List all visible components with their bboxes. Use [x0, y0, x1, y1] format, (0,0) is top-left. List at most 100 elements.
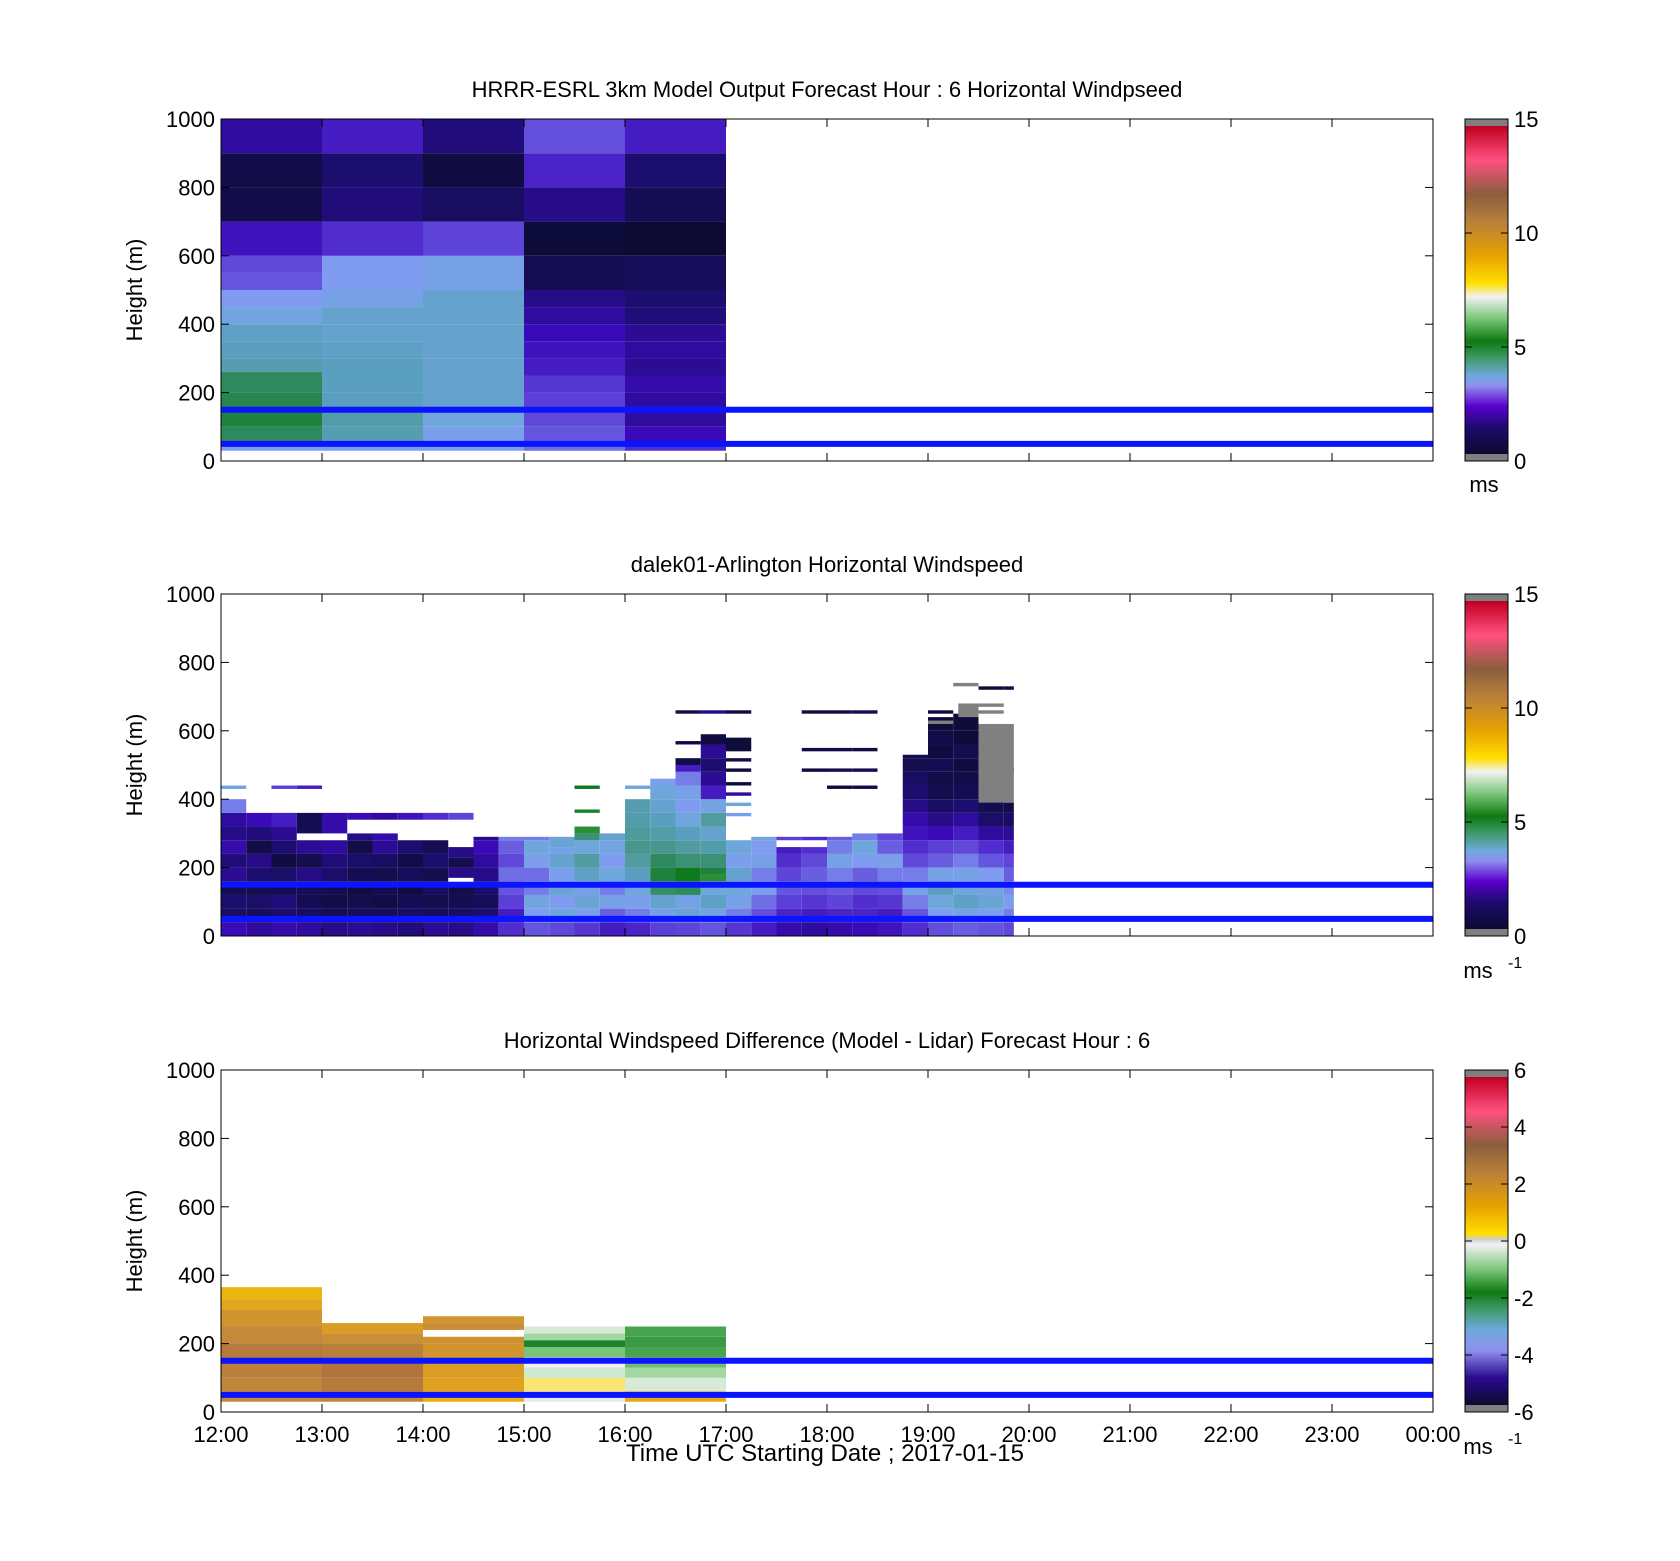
- heatmap-cell: [296, 853, 322, 868]
- heatmap-cell: [978, 867, 1004, 882]
- heatmap-cell: [625, 1347, 726, 1358]
- heatmap-cell: [347, 812, 373, 820]
- heatmap-cell: [423, 1316, 524, 1324]
- heatmap-cell: [246, 922, 272, 936]
- heatmap-cell: [221, 1326, 322, 1344]
- heatmap-cell: [423, 187, 524, 222]
- heatmap-cell-missing: [958, 703, 979, 718]
- heatmap-cell: [953, 713, 979, 731]
- heatmap-cell: [322, 1377, 423, 1392]
- heatmap-cell: [675, 894, 701, 909]
- x-tick-label: 17:00: [698, 1422, 753, 1447]
- heatmap-cell: [877, 853, 903, 868]
- heatmap-cell: [246, 894, 272, 909]
- heatmap-cell: [524, 358, 625, 376]
- heatmap-cell: [423, 324, 524, 359]
- heatmap-cell: [423, 426, 524, 444]
- heatmap-cell: [650, 826, 676, 841]
- heatmap-cell: [902, 867, 928, 882]
- y-tick-label: 800: [178, 175, 215, 200]
- heatmap-cell: [1003, 922, 1014, 936]
- panel-title: dalek01-Arlington Horizontal Windspeed: [631, 552, 1024, 577]
- x-tick-label: 13:00: [294, 1422, 349, 1447]
- heatmap-cell: [902, 754, 928, 759]
- heatmap-cell: [625, 812, 651, 827]
- heatmap-cell: [221, 290, 322, 308]
- heatmap-cell: [928, 826, 954, 841]
- heatmap-cell: [524, 290, 625, 308]
- heatmap-cell: [397, 867, 423, 882]
- heatmap-cell: [397, 894, 423, 909]
- y-tick-label: 600: [178, 719, 215, 744]
- heatmap-cell: [221, 255, 322, 273]
- heatmap-cell: [776, 894, 802, 909]
- heatmap-cell: [776, 853, 802, 868]
- heatmap-cell: [322, 341, 423, 359]
- heatmap-cell: [801, 747, 827, 752]
- heatmap-cell: [423, 867, 449, 882]
- heatmap-cell: [448, 812, 474, 820]
- heatmap-cell: [347, 833, 373, 841]
- heatmap-cell: [625, 922, 651, 936]
- y-tick-label: 0: [203, 924, 215, 949]
- heatmap-cell: [625, 840, 651, 854]
- heatmap-cell: [650, 812, 676, 827]
- heatmap-cell: [221, 153, 322, 188]
- heatmap-cell: [574, 840, 600, 854]
- heatmap-cell: [574, 833, 600, 841]
- heatmap-cell: [599, 833, 625, 841]
- heatmap-cell: [827, 768, 853, 772]
- heatmap-cell: [372, 833, 398, 841]
- heatmap-cell: [524, 426, 625, 444]
- heatmap-cell: [322, 358, 423, 393]
- heatmap-cell: [902, 922, 928, 936]
- heatmap-cell: [700, 853, 726, 868]
- heatmap-cell: [221, 372, 322, 393]
- heatmap-cell: [625, 1367, 726, 1378]
- heatmap-cell: [423, 1343, 524, 1361]
- heatmap-cell: [902, 812, 928, 827]
- heatmap-cell: [549, 836, 575, 848]
- heatmap-cell: [498, 867, 524, 882]
- heatmap-cell-missing: [978, 703, 1004, 707]
- heatmap-cell: [852, 768, 878, 772]
- heatmap-cell: [271, 826, 297, 841]
- heatmap-cell: [675, 826, 701, 841]
- heatmap-cell: [625, 826, 651, 841]
- heatmap-cell: [801, 867, 827, 882]
- heatmap-cell: [928, 894, 954, 909]
- heatmap-cell: [625, 1377, 726, 1392]
- heatmap-cell: [524, 307, 625, 325]
- heatmap-cell: [246, 812, 272, 827]
- heatmap-cell: [524, 867, 550, 882]
- heatmap-cell: [423, 409, 524, 427]
- heatmap-cell: [978, 894, 1004, 909]
- heatmap-cell: [423, 1377, 524, 1392]
- heatmap-cell: [322, 1360, 423, 1378]
- heatmap-cell: [549, 853, 575, 868]
- colorbar: [1464, 1069, 1509, 1413]
- heatmap-cell: [650, 778, 676, 786]
- x-tick-label: 23:00: [1304, 1422, 1359, 1447]
- heatmap-cell: [928, 771, 954, 786]
- heatmap-cell: [322, 290, 423, 308]
- heatmap-cell-missing: [978, 723, 1014, 803]
- x-tick-label: 20:00: [1001, 1422, 1056, 1447]
- heatmap-cell: [574, 826, 600, 834]
- heatmap-cell: [928, 840, 954, 854]
- heatmap-cell: [953, 785, 979, 800]
- colorbar-tick-label: 6: [1514, 1058, 1526, 1083]
- heatmap-cell: [700, 922, 726, 936]
- heatmap-cell: [347, 894, 373, 909]
- heatmap-cell: [928, 799, 954, 813]
- heatmap-cell: [801, 710, 827, 714]
- heatmap-cell: [448, 857, 474, 868]
- heatmap-cell: [625, 255, 726, 290]
- colorbar-tick-label: 10: [1514, 221, 1538, 246]
- heatmap-cell: [625, 867, 651, 882]
- heatmap-cell: [650, 840, 676, 854]
- heatmap-cell: [1003, 812, 1014, 827]
- y-axis-label: Height (m): [122, 1190, 147, 1293]
- heatmap-cell: [827, 840, 853, 854]
- heatmap-cell: [978, 840, 1004, 854]
